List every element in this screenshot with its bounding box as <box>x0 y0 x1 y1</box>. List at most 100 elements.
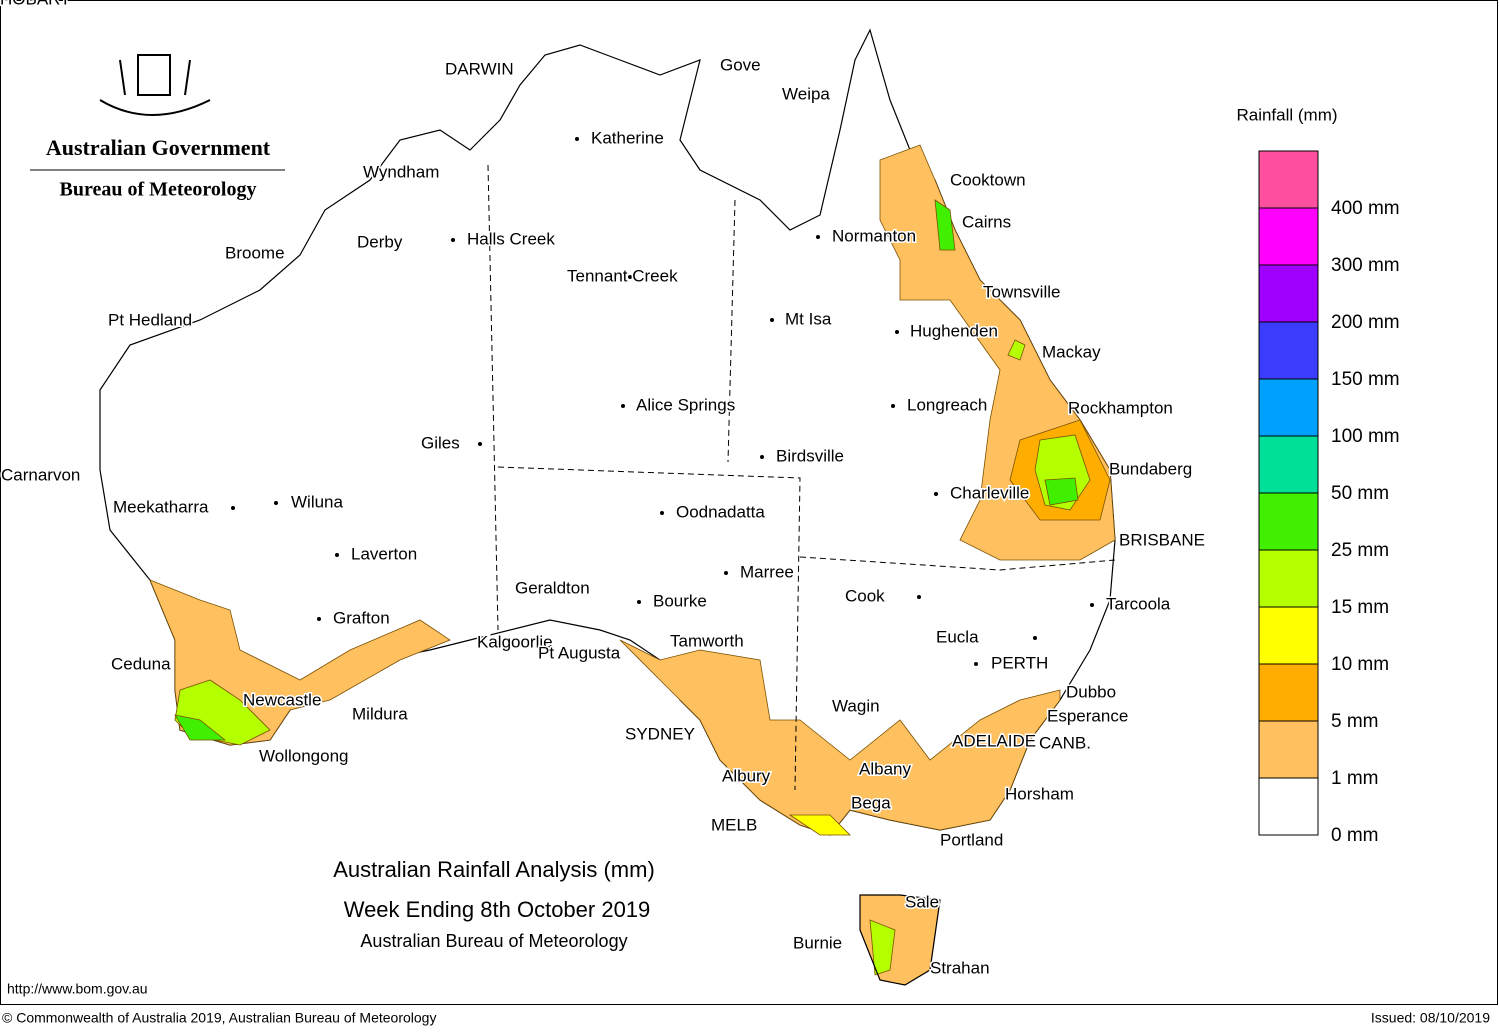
place-label: HOBART <box>0 0 71 8</box>
place-dot <box>660 511 664 515</box>
legend-swatch <box>1258 720 1319 779</box>
place-label: Weipa <box>782 84 830 103</box>
place-label: Broome <box>225 243 285 262</box>
place-label: Esperance <box>1047 706 1128 725</box>
legend-swatch <box>1258 492 1319 551</box>
tasmania <box>859 894 941 986</box>
bureau: Bureau of Meteorology <box>59 179 256 201</box>
place-dot <box>478 442 482 446</box>
place-label: Charleville <box>950 483 1029 502</box>
legend-title: Rainfall (mm) <box>1236 105 1337 124</box>
legend-label: 300 mm <box>1331 255 1400 276</box>
place-label: Kalgoorlie <box>477 632 553 651</box>
legend-swatch <box>1258 435 1319 494</box>
legend-label: 1 mm <box>1331 768 1379 789</box>
place-label: Laverton <box>351 544 417 563</box>
place-label: Mackay <box>1042 342 1101 361</box>
place-dot <box>575 137 579 141</box>
place-label: Gove <box>720 55 761 74</box>
place-label: Bourke <box>653 591 707 610</box>
place-dot <box>917 595 921 599</box>
place-label: Alice Springs <box>636 395 735 414</box>
place-label: Longreach <box>907 395 987 414</box>
legend-label: 10 mm <box>1331 654 1389 675</box>
place-label: Wyndham <box>363 162 439 181</box>
place-label: Pt Hedland <box>108 310 192 329</box>
legend-swatch <box>1258 663 1319 722</box>
place-dot <box>335 553 339 557</box>
place-dot <box>274 501 278 505</box>
place-label: MELB <box>711 815 757 834</box>
place-label: Dubbo <box>1066 682 1116 701</box>
place-dot <box>934 492 938 496</box>
place-label: PERTH <box>991 653 1048 672</box>
place-dot <box>628 275 632 279</box>
place-label: Tarcoola <box>1106 594 1171 613</box>
place-dot <box>231 506 235 510</box>
place-label: Pt Augusta <box>538 643 621 662</box>
legend-swatch <box>1258 207 1319 266</box>
legend-swatch <box>1258 264 1319 323</box>
legend-label: 15 mm <box>1331 597 1389 618</box>
agency: Australian Government <box>46 135 271 160</box>
place-label: Albury <box>722 766 771 785</box>
place-label: Hughenden <box>910 321 998 340</box>
place-label: Oodnadatta <box>676 502 765 521</box>
place-dot <box>451 238 455 242</box>
place-label: Bundaberg <box>1109 459 1192 478</box>
place-dot <box>1090 603 1094 607</box>
place-label: Horsham <box>1005 784 1074 803</box>
emblem <box>99 54 211 116</box>
legend-swatch <box>1258 378 1319 437</box>
place-dot <box>621 404 625 408</box>
map-subtitle: Week Ending 8th October 2019 <box>344 897 651 922</box>
place-label: Wiluna <box>291 492 344 511</box>
place-label: Eucla <box>936 627 979 646</box>
place-label: Cooktown <box>950 170 1026 189</box>
place-label: Wagin <box>832 696 880 715</box>
legend: 400 mm 300 mm 200 mm 150 mm 100 mm 50 mm 25 mm… <box>1258 150 1400 846</box>
place-label: Mt Isa <box>785 309 832 328</box>
place-label: Burnie <box>793 933 842 952</box>
place-dot <box>891 404 895 408</box>
place-dot <box>317 617 321 621</box>
legend-label: 25 mm <box>1331 540 1389 561</box>
place-label: Tamworth <box>670 631 744 650</box>
legend-label: 150 mm <box>1331 369 1400 390</box>
place-label: Sale <box>905 892 939 911</box>
place-label: Normanton <box>832 226 916 245</box>
place-label: Grafton <box>333 608 390 627</box>
place-label: DARWIN <box>445 59 514 78</box>
map-source: Australian Bureau of Meteorology <box>360 931 627 951</box>
place-label: Derby <box>357 232 403 251</box>
place-label: Giles <box>421 433 460 452</box>
legend-label: 50 mm <box>1331 483 1389 504</box>
place-dot <box>724 571 728 575</box>
issued: Issued: 08/10/2019 <box>1371 1010 1490 1026</box>
place-label: Halls Creek <box>467 229 555 248</box>
legend-label: 200 mm <box>1331 312 1400 333</box>
copyright: © Commonwealth of Australia 2019, Austra… <box>2 1010 436 1026</box>
place-label: Katherine <box>591 128 664 147</box>
place-label: Portland <box>940 830 1003 849</box>
place-dot <box>974 662 978 666</box>
map-title: Australian Rainfall Analysis (mm) <box>333 857 655 882</box>
place-label: Birdsville <box>776 446 844 465</box>
place-label: Mildura <box>352 704 408 723</box>
place-label: Albany <box>859 759 911 778</box>
place-label: Geraldton <box>515 578 590 597</box>
legend-swatch <box>1258 549 1319 608</box>
place-label: Bega <box>851 793 891 812</box>
place-label: Ceduna <box>111 654 171 673</box>
place-label: Cook <box>845 586 885 605</box>
place-label: Cairns <box>962 212 1011 231</box>
place-label: Newcastle <box>243 690 321 709</box>
place-label: ADELAIDE <box>952 731 1036 750</box>
place-label: Strahan <box>930 958 990 977</box>
place-dot <box>895 330 899 334</box>
place-dot <box>1033 636 1037 640</box>
place-label: Wollongong <box>259 746 348 765</box>
place-label: Rockhampton <box>1068 398 1173 417</box>
legend-swatch <box>1258 150 1319 209</box>
rain-areas <box>149 144 1116 986</box>
